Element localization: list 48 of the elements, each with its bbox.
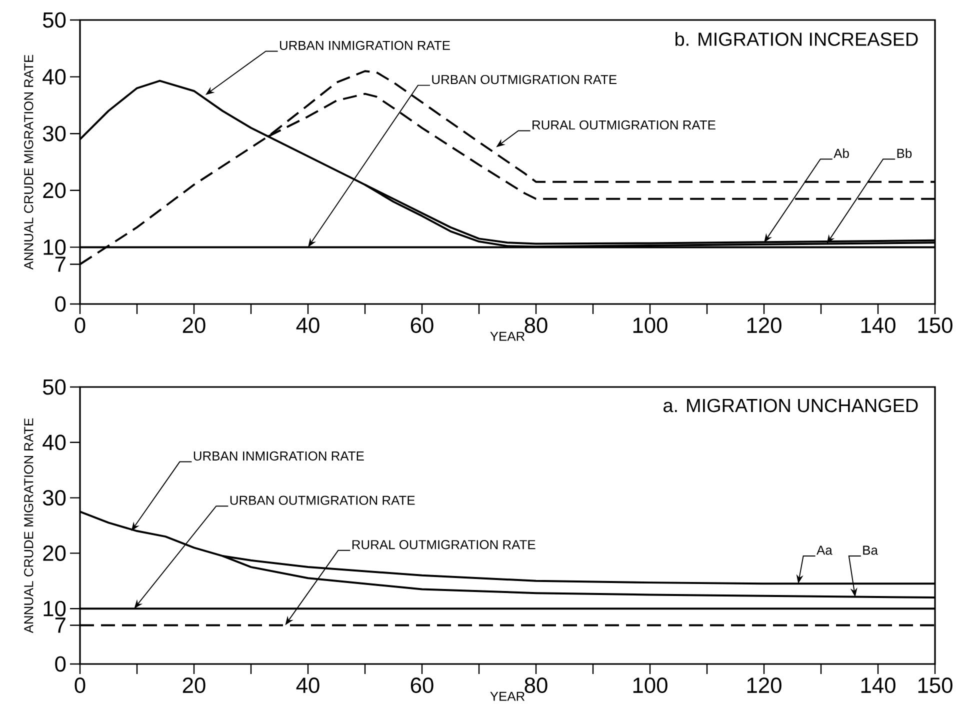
y-tick-label: 50 [42,12,66,28]
text: b. MIGRATION INCREASED [676,32,918,46]
y-tick-label: 30 [42,490,66,506]
x-tick-label: 0 [74,318,86,334]
annotation: Ba [863,546,878,555]
x-tick-label: 120 [747,678,782,694]
y-tick-label: 20 [43,182,66,198]
x-tick-label: 100 [633,318,668,334]
x-axis-title: YEAR [490,692,525,701]
annotation: Ab [834,148,849,158]
y-tick-label: 10 [44,600,66,616]
x-tick-label: 140 [861,318,896,334]
annotation: URBAN INMIGRATION RATE [194,451,364,461]
annotation: Bb [897,148,912,158]
x-tick-label: 60 [410,678,434,694]
x-tick-label: 80 [524,678,548,694]
y-tick-label: 40 [42,69,66,85]
chart-title: a. MIGRATION UNCHANGED [664,398,918,412]
annotation: RURAL OUTMIGRATION RATE [352,540,536,550]
y-tick-label: 20 [43,545,66,561]
x-tick-label: 40 [296,318,320,334]
y-tick-label: 7 [55,618,66,633]
annotation: URBAN OUTMIGRATION RATE [230,496,415,505]
x-tick-label: 140 [861,678,896,694]
y-tick-label: 40 [42,434,66,450]
y-tick-label: 10 [44,239,66,255]
x-tick-label: 0 [74,678,86,694]
y-tick-label: 30 [42,126,66,142]
x-tick-label: 120 [747,318,782,334]
annotation: RURAL OUTMIGRATION RATE [532,120,716,130]
x-tick-label: 150 [918,318,952,334]
x-tick-label: 40 [296,678,320,694]
y-tick-label: 0 [55,296,66,312]
x-tick-label: 150 [918,678,952,694]
x-tick-label: 20 [182,318,206,334]
annotation: URBAN OUTMIGRATION RATE [432,74,617,84]
y-tick-label: 7 [55,256,66,272]
x-axis-title: YEAR [490,332,525,341]
x-tick-label: 100 [633,678,668,694]
x-tick-label: 60 [410,318,434,334]
y-tick-label: 50 [42,379,66,395]
annotation: URBAN INMIGRATION RATE [280,40,450,50]
y-axis-title: ANNUAL CRUDE MIGRATION RATE [24,54,34,270]
annotation: Aa [816,546,832,555]
y-axis-title: ANNUAL CRUDE MIGRATION RATE [24,418,34,634]
y-tick-label: 0 [55,656,66,672]
x-tick-label: 80 [524,318,548,334]
x-tick-label: 20 [182,678,206,694]
